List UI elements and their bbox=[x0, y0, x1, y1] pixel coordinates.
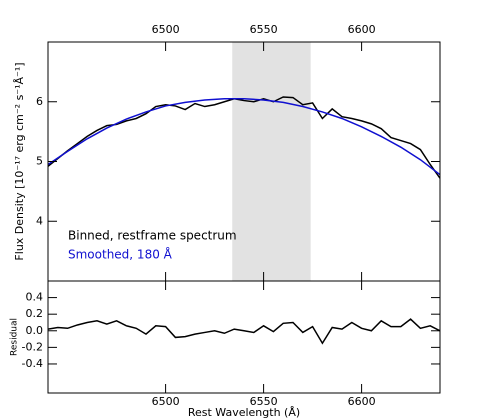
plot-area bbox=[48, 318, 440, 345]
y-tick-label: 0.4 bbox=[26, 291, 44, 304]
legend-entry: Smoothed, 180 Å bbox=[68, 247, 173, 262]
shaded-region bbox=[232, 42, 311, 281]
plot-area bbox=[48, 96, 440, 179]
y-axis-label: Residual bbox=[10, 318, 20, 356]
series-line bbox=[48, 318, 440, 345]
y-tick-label: 0.0 bbox=[26, 324, 44, 337]
x-tick-label: 6600 bbox=[348, 395, 376, 408]
x-tick-label: 6550 bbox=[250, 23, 278, 36]
y-tick-label: 0.2 bbox=[26, 307, 44, 320]
axes-frame bbox=[47, 280, 441, 394]
x-tick-label: 6500 bbox=[152, 23, 180, 36]
y-tick-label: 6 bbox=[36, 95, 43, 108]
y-tick-label: 4 bbox=[36, 214, 43, 227]
x-tick-label: 6600 bbox=[348, 23, 376, 36]
y-axis-label: Flux Density [10⁻¹⁷ erg cm⁻² s⁻¹Å⁻¹] bbox=[13, 62, 26, 260]
y-tick-label: -0.4 bbox=[22, 357, 43, 370]
legend-entry: Binned, restframe spectrum bbox=[68, 229, 237, 243]
y-tick-label: -0.2 bbox=[22, 340, 43, 353]
series-line bbox=[48, 98, 440, 176]
x-tick-label: 6550 bbox=[250, 395, 278, 408]
x-tick-label: 6500 bbox=[152, 395, 180, 408]
y-tick-label: 5 bbox=[36, 155, 43, 168]
x-axis-label: Rest Wavelength (Å) bbox=[188, 406, 300, 419]
